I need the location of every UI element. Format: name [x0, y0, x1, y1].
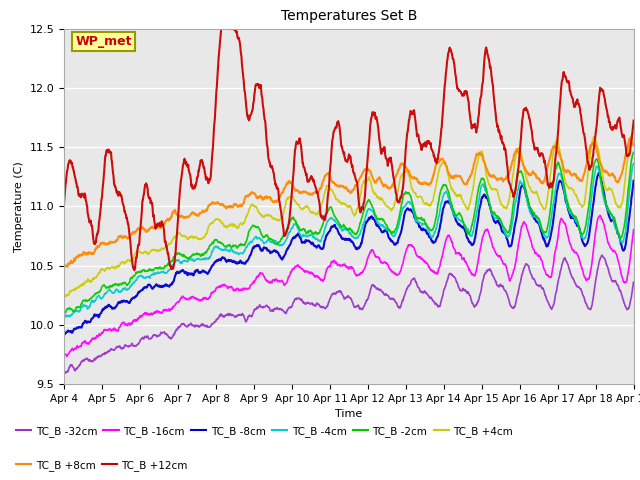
Title: Temperatures Set B: Temperatures Set B [280, 10, 417, 24]
Y-axis label: Temperature (C): Temperature (C) [14, 161, 24, 252]
Legend: TC_B +8cm, TC_B +12cm: TC_B +8cm, TC_B +12cm [12, 456, 192, 475]
Legend: TC_B -32cm, TC_B -16cm, TC_B -8cm, TC_B -4cm, TC_B -2cm, TC_B +4cm: TC_B -32cm, TC_B -16cm, TC_B -8cm, TC_B … [12, 422, 517, 441]
Text: WP_met: WP_met [76, 35, 132, 48]
X-axis label: Time: Time [335, 409, 362, 419]
